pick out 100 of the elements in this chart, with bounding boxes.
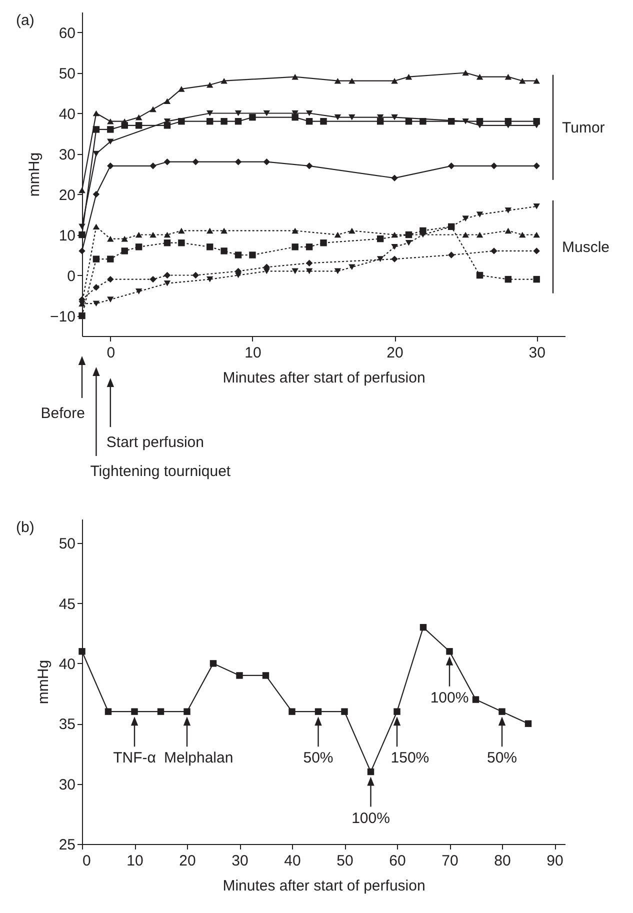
point — [448, 252, 455, 258]
point — [164, 280, 171, 286]
x-tick-label: 40 — [284, 852, 301, 870]
point — [121, 248, 128, 254]
point — [391, 78, 398, 84]
y-tick-label: 25 — [58, 836, 76, 854]
point — [348, 264, 356, 270]
point — [391, 256, 398, 262]
point — [92, 126, 100, 133]
point — [92, 190, 100, 198]
point — [78, 312, 86, 320]
text: Before — [40, 405, 85, 422]
point — [178, 86, 185, 92]
annotation: Muscle — [562, 238, 610, 256]
point — [164, 232, 171, 238]
x-tick-label: 80 — [494, 852, 511, 870]
x-tick-label: 0 — [82, 852, 91, 870]
point — [348, 78, 356, 84]
y-tick-label: 40 — [58, 106, 76, 123]
point — [448, 162, 455, 170]
annotation: 50% — [303, 750, 334, 767]
point — [472, 696, 480, 703]
y-tick-label: 10 — [58, 227, 76, 244]
point — [249, 252, 256, 258]
point — [121, 122, 128, 129]
point — [306, 268, 313, 274]
point — [533, 162, 540, 170]
point — [92, 284, 100, 291]
point — [376, 118, 384, 125]
point — [107, 296, 114, 302]
point — [210, 660, 217, 667]
x-tick-label: 10 — [244, 344, 262, 362]
point — [121, 236, 128, 242]
point — [206, 110, 214, 116]
point — [104, 708, 112, 715]
point — [334, 114, 342, 120]
y-tick-label: 20 — [58, 186, 76, 204]
point — [107, 236, 114, 242]
point — [306, 110, 313, 116]
y-tick-label: −10 — [50, 308, 76, 326]
point — [135, 244, 142, 250]
point — [164, 122, 171, 129]
point — [420, 624, 427, 631]
point — [394, 708, 400, 715]
y-tick-label: 60 — [58, 24, 76, 42]
annotation: Tumor — [562, 119, 605, 136]
point — [292, 74, 298, 80]
point — [92, 300, 100, 307]
point — [476, 118, 484, 125]
point — [533, 248, 540, 254]
point — [150, 232, 156, 238]
point — [292, 244, 298, 250]
point — [234, 158, 242, 166]
point — [135, 114, 142, 120]
point — [206, 118, 214, 125]
point — [504, 276, 512, 283]
y-tick-label: 30 — [58, 776, 76, 794]
point — [376, 235, 384, 242]
point — [476, 212, 484, 218]
point — [367, 768, 374, 776]
point — [184, 708, 190, 715]
point — [288, 708, 296, 715]
x-tick-label: 20 — [386, 344, 404, 362]
point — [504, 208, 512, 214]
point — [306, 260, 313, 266]
annotation: TNF-α — [113, 750, 156, 767]
point — [220, 78, 228, 84]
point — [234, 118, 242, 125]
point — [234, 272, 242, 278]
point — [446, 648, 453, 655]
point — [504, 118, 512, 125]
point — [306, 118, 313, 125]
point — [206, 228, 214, 234]
annotation: 50% — [486, 750, 518, 767]
point — [178, 118, 185, 125]
point — [314, 708, 322, 715]
point — [391, 114, 398, 120]
point — [334, 268, 342, 274]
point — [420, 232, 426, 238]
point — [292, 228, 298, 234]
point — [292, 268, 298, 274]
point — [192, 158, 199, 166]
point — [234, 110, 242, 116]
x-axis-title: Minutes after start of perfusion — [222, 878, 426, 894]
point — [220, 248, 228, 254]
point — [164, 158, 171, 166]
point — [206, 82, 214, 88]
point — [306, 244, 313, 250]
point — [504, 74, 512, 80]
chart-title: (b) — [16, 519, 34, 536]
y-tick-label: 50 — [58, 536, 76, 553]
point — [107, 276, 114, 283]
point — [519, 78, 526, 84]
point — [78, 187, 86, 194]
point — [178, 228, 185, 234]
point — [476, 232, 484, 238]
x-tick-label: 50 — [336, 852, 354, 870]
x-tick-label: 10 — [126, 852, 144, 870]
point — [206, 244, 214, 250]
y-tick-label: 45 — [58, 596, 76, 613]
